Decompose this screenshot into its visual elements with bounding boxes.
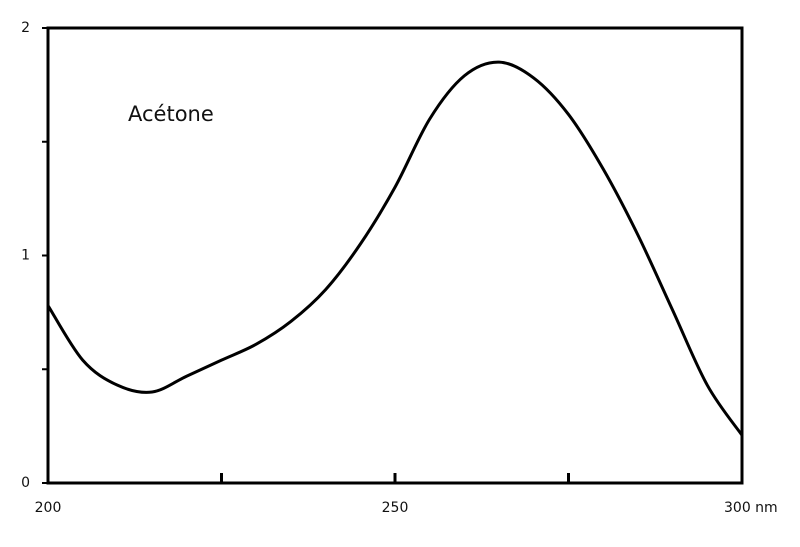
x-tick-label: 300 nm: [724, 500, 778, 516]
y-tick-label: 1: [21, 248, 30, 264]
y-tick-label: 0: [21, 475, 30, 491]
curve: [46, 60, 744, 437]
annotation: Acétone: [128, 102, 214, 126]
x-tick-label: 200: [35, 500, 62, 516]
plot-frame: [46, 26, 744, 485]
y-tick-label: 2: [21, 20, 30, 36]
x-tick-label: 250: [382, 500, 409, 516]
